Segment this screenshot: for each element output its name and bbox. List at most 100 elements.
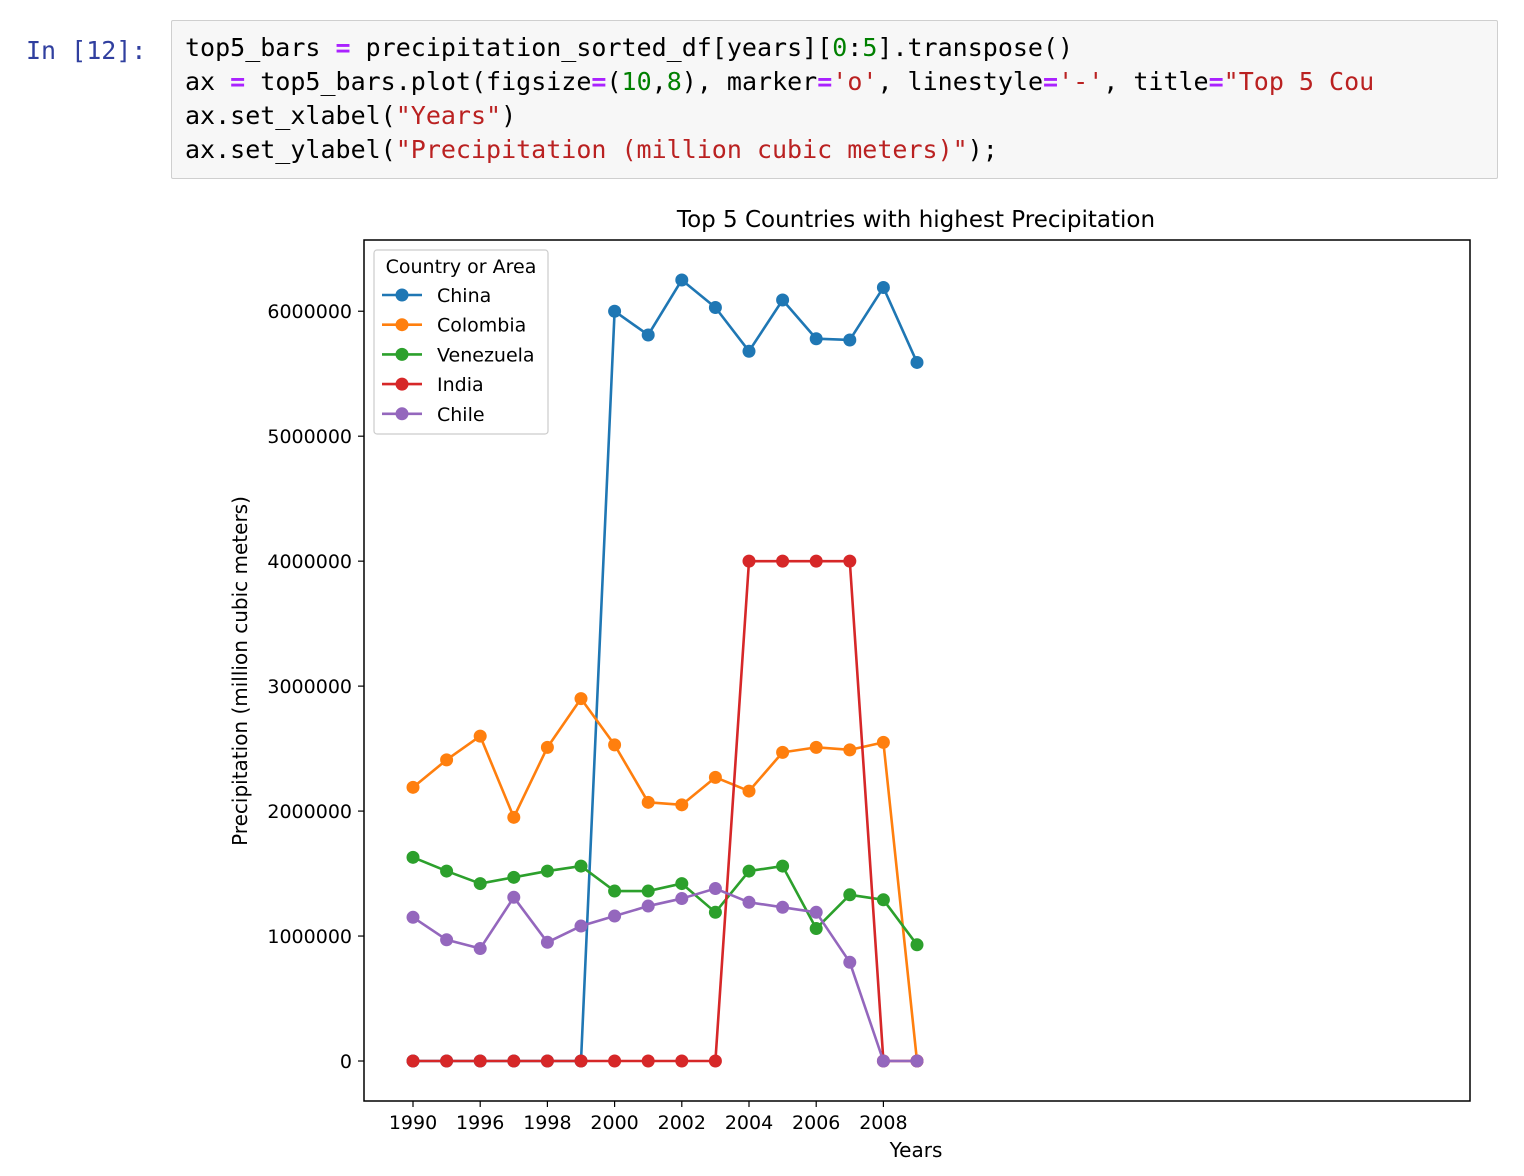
data-point — [641, 795, 655, 809]
data-point — [507, 890, 521, 904]
code-token: = — [335, 33, 351, 62]
data-point — [675, 798, 689, 812]
code-token: = — [1043, 67, 1059, 96]
data-point — [574, 919, 588, 933]
data-point — [843, 955, 857, 969]
data-point — [473, 877, 487, 891]
legend: Country or Area China Colombia Venezuela Ind… — [373, 249, 549, 435]
code-token: = — [1208, 67, 1224, 96]
legend-item: China — [382, 285, 491, 307]
line-chart: Top 5 Countries with highest Precipitati… — [228, 207, 1471, 1162]
series-india — [406, 554, 924, 1068]
data-point — [708, 905, 722, 919]
data-point — [876, 280, 890, 294]
data-point — [540, 935, 554, 949]
data-point — [776, 745, 790, 759]
data-point — [406, 850, 420, 864]
code-token: ax — [185, 67, 231, 96]
data-point — [641, 899, 655, 913]
data-point — [910, 938, 924, 952]
code-token: , title — [1103, 67, 1209, 96]
data-point — [574, 859, 588, 873]
code-token: top5_bars.plot(figsize — [245, 67, 592, 96]
code-token: , linestyle — [877, 67, 1044, 96]
x-tick-label: 2004 — [725, 1112, 773, 1134]
x-tick-label: 2008 — [859, 1112, 907, 1134]
legend-label: Chile — [437, 404, 485, 426]
code-token: : — [847, 33, 863, 62]
data-point — [809, 332, 823, 346]
code-token: ].transpose() — [877, 33, 1074, 62]
code-token: precipitation_sorted_df[years][ — [350, 33, 833, 62]
data-point — [876, 1054, 890, 1068]
data-point — [708, 882, 722, 896]
data-point — [641, 328, 655, 342]
code-token: top5_bars — [185, 33, 336, 62]
code-token: '-' — [1058, 67, 1104, 96]
data-point — [876, 893, 890, 907]
code-token: "Top 5 Cou — [1223, 67, 1375, 96]
code-line: top5_bars = precipitation_sorted_df[year… — [185, 33, 1073, 62]
data-point — [440, 753, 454, 767]
legend-marker — [395, 407, 409, 421]
series-line — [412, 887, 917, 1063]
legend-label: India — [437, 374, 484, 396]
data-point — [708, 1054, 722, 1068]
data-point — [910, 1054, 924, 1068]
data-point — [406, 1054, 420, 1068]
data-point — [406, 910, 420, 924]
data-point — [641, 1054, 655, 1068]
x-tick-label: 1998 — [523, 1112, 571, 1134]
legend-item: Venezuela — [382, 344, 535, 366]
legend-title: Country or Area — [386, 256, 537, 278]
data-point — [776, 293, 790, 307]
code-token: 10 — [621, 67, 652, 96]
y-tick-label: 6000000 — [267, 301, 352, 323]
series-line — [412, 697, 919, 1062]
legend-marker — [395, 377, 409, 391]
legend-label: Venezuela — [437, 344, 535, 366]
data-point — [608, 909, 622, 923]
legend-label: China — [437, 285, 491, 307]
data-point — [675, 877, 689, 891]
data-point — [843, 743, 857, 757]
series-venezuela — [406, 850, 924, 952]
code-token: = — [591, 67, 607, 96]
data-point — [742, 344, 756, 358]
legend-label: Colombia — [437, 315, 526, 337]
code-cell-input[interactable]: top5_bars = precipitation_sorted_df[year… — [171, 20, 1498, 179]
data-point — [406, 780, 420, 794]
y-axis-label: Precipitation (million cubic meters) — [228, 496, 252, 846]
data-point — [910, 355, 924, 369]
data-point — [574, 1054, 588, 1068]
x-tick-label: 2000 — [590, 1112, 638, 1134]
y-tick-label: 1000000 — [267, 926, 352, 948]
series-chile — [406, 882, 924, 1068]
cell-output: Top 5 Countries with highest Precipitati… — [0, 190, 1524, 1172]
x-tick-label: 2006 — [792, 1112, 840, 1134]
y-tick-label: 3000000 — [267, 676, 352, 698]
legend-item: India — [382, 374, 484, 396]
data-point — [473, 729, 487, 743]
data-point — [675, 1054, 689, 1068]
code-token: = — [817, 67, 833, 96]
code-token: , — [651, 67, 667, 96]
data-point — [708, 770, 722, 784]
data-point — [809, 740, 823, 754]
legend-item: Colombia — [382, 315, 526, 337]
code-line: ax = top5_bars.plot(figsize=(10,8), mark… — [185, 67, 1374, 96]
y-tick-label: 0 — [340, 1051, 352, 1073]
series-line — [412, 856, 919, 946]
data-point — [742, 784, 756, 798]
data-point — [742, 895, 756, 909]
code-token: = — [230, 67, 246, 96]
data-point — [540, 1054, 554, 1068]
data-point — [809, 905, 823, 919]
data-point — [708, 300, 722, 314]
data-point — [574, 692, 588, 706]
legend-item: Chile — [382, 404, 485, 426]
x-tick-label: 1990 — [389, 1112, 437, 1134]
data-point — [540, 864, 554, 878]
y-tick-label: 5000000 — [267, 426, 352, 448]
data-point — [608, 884, 622, 898]
